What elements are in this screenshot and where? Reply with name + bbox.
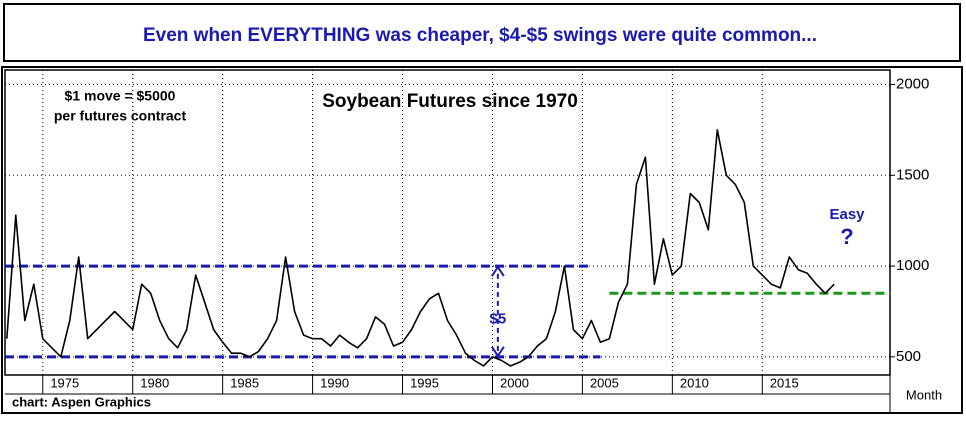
chart-subtitle: Soybean Futures since 1970 — [322, 91, 578, 112]
y-tick-label: 500 — [896, 348, 921, 365]
chart-title: Even when EVERYTHING was cheaper, $4-$5 … — [143, 25, 817, 46]
arrow-head — [491, 346, 505, 358]
annotation: Easy — [829, 206, 865, 223]
x-axis-label: Month — [906, 387, 942, 402]
x-tick-label: 2000 — [500, 375, 529, 390]
annotation: $1 move = $5000 — [65, 88, 176, 104]
x-tick-label: 1980 — [140, 375, 169, 390]
annotation: per futures contract — [54, 108, 187, 124]
annotation: ? — [840, 224, 853, 249]
source: chart: Aspen Graphics — [12, 394, 151, 409]
plot-frame — [4, 69, 891, 376]
y-tick-label: 1000 — [896, 257, 929, 274]
x-tick-label: 2010 — [680, 375, 709, 390]
x-tick-label: 1990 — [320, 375, 349, 390]
y-tick-label: 2000 — [896, 75, 929, 92]
x-tick-label: 1995 — [410, 375, 439, 390]
chart-frame — [1, 66, 963, 414]
y-tick-label: 1500 — [896, 166, 929, 183]
title-box — [3, 3, 961, 62]
x-tick-label: 1975 — [50, 375, 79, 390]
x-tick-label: 1985 — [230, 375, 259, 390]
x-tick-label: 2005 — [590, 375, 619, 390]
span-label: $5 — [490, 310, 507, 327]
arrow-head — [491, 265, 505, 277]
x-tick-label: 2015 — [770, 375, 799, 390]
price-line — [6, 129, 835, 367]
